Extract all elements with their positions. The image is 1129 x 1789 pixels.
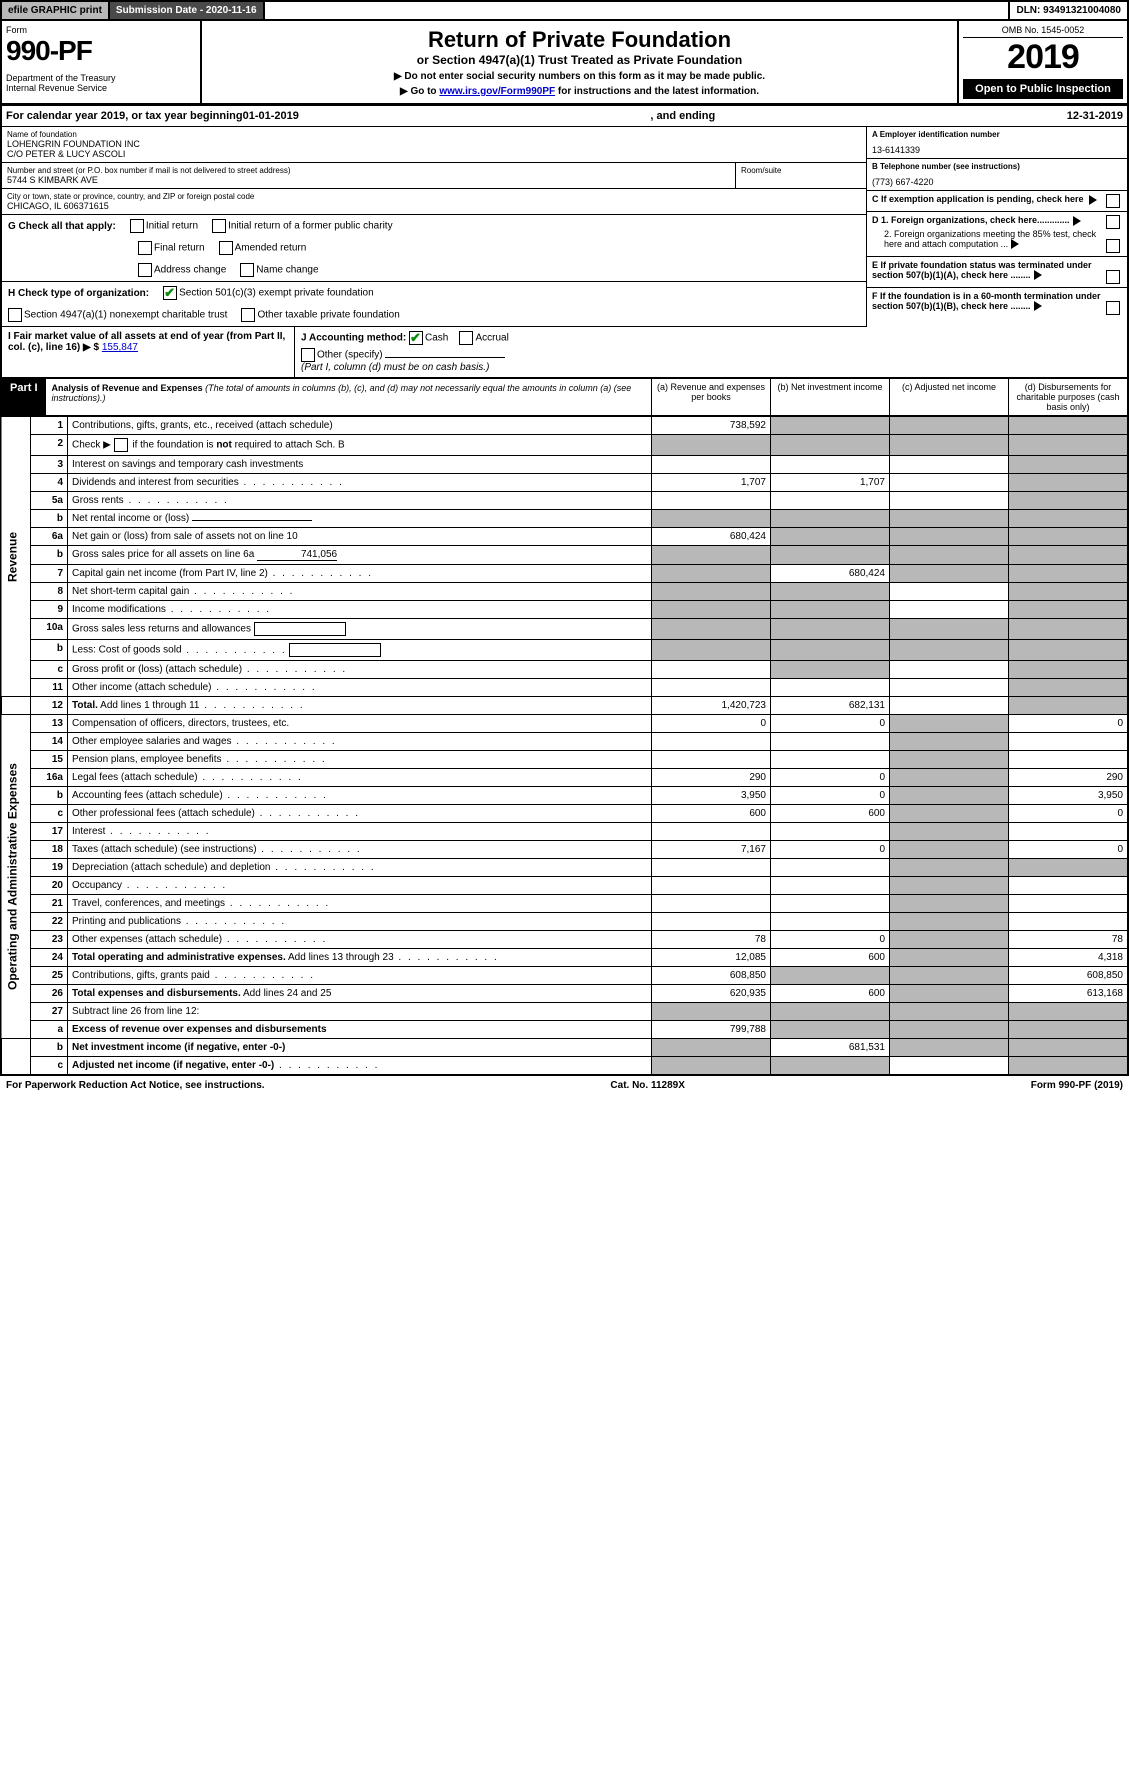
ein-box: A Employer identification number 13-6141… (867, 127, 1127, 159)
instruction-2: ▶ Go to www.irs.gov/Form990PF for instru… (208, 86, 951, 97)
arrow-icon (1073, 216, 1081, 226)
calendar-year-row: For calendar year 2019, or tax year begi… (0, 106, 1129, 127)
f-checkbox[interactable] (1106, 301, 1120, 315)
other-method-checkbox[interactable] (301, 348, 315, 362)
footer-left: For Paperwork Reduction Act Notice, see … (6, 1080, 265, 1091)
initial-former-checkbox[interactable] (212, 219, 226, 233)
form-title: Return of Private Foundation (208, 27, 951, 53)
sch-b-checkbox[interactable] (114, 438, 128, 452)
expenses-side-label: Operating and Administrative Expenses (1, 715, 31, 1039)
i-j-row: I Fair market value of all assets at end… (0, 327, 1129, 378)
arrow-icon (1034, 270, 1042, 280)
phone-box: B Telephone number (see instructions) (7… (867, 159, 1127, 191)
city-box: City or town, state or province, country… (2, 189, 866, 215)
footer-right: Form 990-PF (2019) (1031, 1080, 1123, 1091)
form-header: Form 990-PF Department of the Treasury I… (0, 21, 1129, 106)
accrual-checkbox[interactable] (459, 331, 473, 345)
part-1-header: Part I Analysis of Revenue and Expenses … (0, 378, 1129, 416)
efile-label: efile GRAPHIC print (2, 2, 110, 19)
form-link[interactable]: www.irs.gov/Form990PF (439, 86, 555, 97)
j-box: J Accounting method: Cash Accrual Other … (295, 327, 1127, 377)
other-taxable-checkbox[interactable] (241, 308, 255, 322)
fmv-value: 155,847 (102, 342, 138, 353)
open-public-badge: Open to Public Inspection (963, 79, 1123, 99)
e-box: E If private foundation status was termi… (867, 257, 1127, 288)
c-checkbox[interactable] (1106, 194, 1120, 208)
cash-checkbox[interactable] (409, 331, 423, 345)
arrow-icon (1011, 239, 1019, 249)
form-number: 990-PF (6, 35, 196, 67)
instruction-1: ▶ Do not enter social security numbers o… (208, 71, 951, 82)
omb-number: OMB No. 1545-0052 (963, 25, 1123, 38)
d-box: D 1. Foreign organizations, check here..… (867, 212, 1127, 257)
col-c-header: (c) Adjusted net income (889, 379, 1008, 415)
col-b-header: (b) Net investment income (770, 379, 889, 415)
part-1-table: Revenue 1Contributions, gifts, grants, e… (0, 416, 1129, 1076)
top-bar: efile GRAPHIC print Submission Date - 20… (0, 0, 1129, 21)
address-box: Number and street (or P.O. box number if… (2, 163, 736, 189)
4947-checkbox[interactable] (8, 308, 22, 322)
footer-mid: Cat. No. 11289X (610, 1080, 684, 1091)
g-row: G Check all that apply: Initial return I… (2, 215, 866, 282)
tax-year: 2019 (963, 38, 1123, 77)
i-box: I Fair market value of all assets at end… (2, 327, 295, 377)
department: Department of the Treasury Internal Reve… (6, 73, 196, 93)
h-row: H Check type of organization: Section 50… (2, 282, 866, 327)
d2-checkbox[interactable] (1106, 239, 1120, 253)
address-change-checkbox[interactable] (138, 263, 152, 277)
dln: DLN: 93491321004080 (1010, 2, 1127, 19)
d1-checkbox[interactable] (1106, 215, 1120, 229)
arrow-icon (1089, 195, 1097, 205)
form-label: Form (6, 25, 196, 35)
foundation-name-box: Name of foundation LOHENGRIN FOUNDATION … (2, 127, 866, 163)
revenue-side-label: Revenue (1, 417, 31, 697)
arrow-icon (1034, 301, 1042, 311)
room-box: Room/suite (736, 163, 866, 189)
final-return-checkbox[interactable] (138, 241, 152, 255)
submission-date: Submission Date - 2020-11-16 (110, 2, 265, 19)
name-change-checkbox[interactable] (240, 263, 254, 277)
col-a-header: (a) Revenue and expenses per books (651, 379, 770, 415)
initial-return-checkbox[interactable] (130, 219, 144, 233)
e-checkbox[interactable] (1106, 270, 1120, 284)
f-box: F If the foundation is in a 60-month ter… (867, 288, 1127, 318)
amended-checkbox[interactable] (219, 241, 233, 255)
501c3-checkbox[interactable] (163, 286, 177, 300)
page-footer: For Paperwork Reduction Act Notice, see … (0, 1076, 1129, 1095)
form-subtitle: or Section 4947(a)(1) Trust Treated as P… (208, 53, 951, 67)
col-d-header: (d) Disbursements for charitable purpose… (1008, 379, 1127, 415)
c-box: C If exemption application is pending, c… (867, 191, 1127, 212)
year-end: 12-31-2019 (1067, 110, 1123, 122)
year-begin: 01-01-2019 (243, 110, 299, 122)
